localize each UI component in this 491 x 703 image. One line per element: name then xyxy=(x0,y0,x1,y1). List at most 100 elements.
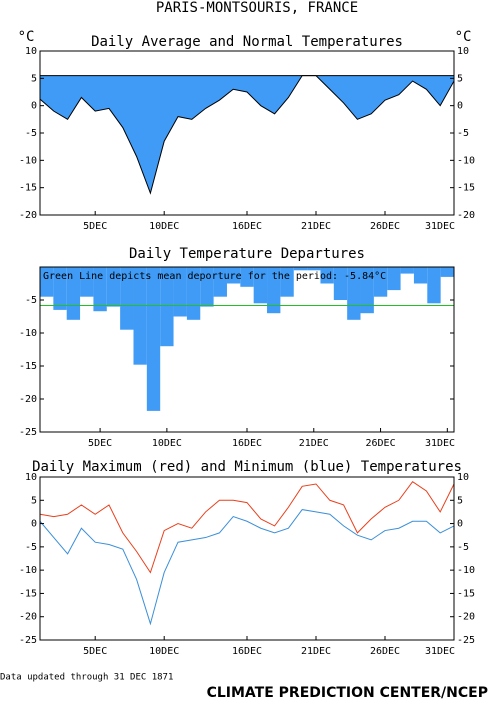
x-tick-label: 10DEC xyxy=(149,221,179,232)
bar xyxy=(106,267,121,307)
plot xyxy=(39,480,455,626)
y-tick-label: -15 xyxy=(19,588,37,599)
y-tick-label: -5 xyxy=(25,542,37,553)
bar xyxy=(413,267,428,284)
y-tick-label: -5 xyxy=(25,128,37,139)
panel-title: Daily Maximum (red) and Minimum (blue) T… xyxy=(32,459,462,475)
y-tick-label: 0 xyxy=(457,101,463,112)
area-fill xyxy=(40,75,454,194)
plot xyxy=(39,75,455,195)
bar xyxy=(53,267,67,310)
y-tick-label: -20 xyxy=(19,612,37,623)
x-tick-label: 31DEC xyxy=(425,646,455,657)
x-tick-label: 26DEC xyxy=(365,438,395,449)
y-tick-label: -10 xyxy=(19,155,37,166)
y-tick-label: -20 xyxy=(19,394,37,405)
line xyxy=(39,509,455,626)
bar xyxy=(120,267,134,330)
bar xyxy=(293,267,308,271)
x-tick-label: 31DEC xyxy=(425,221,455,232)
y-tick-label: -15 xyxy=(19,183,37,194)
y-tick-label: -15 xyxy=(457,183,475,194)
bar xyxy=(240,267,254,287)
bar xyxy=(213,267,227,297)
x-tick-label: 21DEC xyxy=(301,646,331,657)
footer-note: Data updated through 31 DEC 1871 xyxy=(0,673,173,683)
bar xyxy=(146,267,161,411)
y-tick-label: 5 xyxy=(457,73,463,84)
panel-title: Daily Average and Normal Temperatures xyxy=(91,34,403,50)
x-tick-label: 31DEC xyxy=(425,438,455,449)
bar xyxy=(160,267,174,347)
y-tick-label: -5 xyxy=(457,128,469,139)
y-tick-label: 10 xyxy=(457,472,469,483)
plot: Green Line depicts mean deporture for th… xyxy=(40,267,454,411)
bar xyxy=(173,267,187,317)
y-tick-label: 0 xyxy=(31,101,37,112)
y-tick-label: -25 xyxy=(19,427,37,438)
y-tick-label: -20 xyxy=(19,210,37,221)
bar xyxy=(226,267,241,284)
x-tick-label: 21DEC xyxy=(301,221,331,232)
bar xyxy=(133,267,147,365)
x-tick-label: 16DEC xyxy=(232,438,262,449)
x-tick-label: 10DEC xyxy=(149,646,179,657)
bar xyxy=(200,267,214,307)
bar xyxy=(80,267,94,297)
plot-frame xyxy=(39,476,455,641)
y-unit-left: °C xyxy=(18,29,35,45)
bar xyxy=(267,267,281,314)
bar xyxy=(320,267,334,284)
y-tick-label: -15 xyxy=(19,361,37,372)
y-tick-label: -20 xyxy=(457,210,475,221)
y-tick-label: -10 xyxy=(457,155,475,166)
bar xyxy=(66,267,81,320)
bar xyxy=(427,267,441,304)
x-tick-label: 26DEC xyxy=(370,646,400,657)
x-tick-label: 5DEC xyxy=(83,221,107,232)
x-tick-label: 5DEC xyxy=(88,438,112,449)
x-tick-label: 26DEC xyxy=(370,221,400,232)
y-tick-label: 10 xyxy=(25,46,37,57)
bar xyxy=(253,267,268,304)
bar xyxy=(186,267,201,320)
y-tick-label: -15 xyxy=(457,588,475,599)
panel-title: Daily Temperature Departures xyxy=(129,246,365,262)
line xyxy=(39,75,455,195)
y-tick-label: -25 xyxy=(19,635,37,646)
bar xyxy=(360,267,374,314)
y-tick-label: -20 xyxy=(457,612,475,623)
bar xyxy=(400,267,414,274)
x-tick-label: 16DEC xyxy=(232,646,262,657)
y-tick-label: -10 xyxy=(19,565,37,576)
y-tick-label: 5 xyxy=(31,495,37,506)
bar xyxy=(387,267,401,291)
bar xyxy=(440,267,454,277)
footer-credit: CLIMATE PREDICTION CENTER/NCEP xyxy=(207,685,488,701)
y-tick-label: 5 xyxy=(31,73,37,84)
bar xyxy=(373,267,388,297)
x-tick-label: 16DEC xyxy=(232,221,262,232)
annotation: Green Line depicts mean deporture for th… xyxy=(43,271,386,282)
y-tick-label: -5 xyxy=(457,542,469,553)
y-tick-label: -25 xyxy=(457,635,475,646)
bar xyxy=(40,267,54,297)
line xyxy=(39,480,455,574)
bar xyxy=(333,267,348,300)
x-tick-label: 10DEC xyxy=(152,438,182,449)
y-tick-label: -5 xyxy=(25,295,37,306)
y-tick-label: -10 xyxy=(457,565,475,576)
bar xyxy=(93,267,107,312)
y-tick-label: 10 xyxy=(457,46,469,57)
y-tick-label: 5 xyxy=(457,495,463,506)
x-tick-label: 21DEC xyxy=(299,438,329,449)
bar xyxy=(280,267,294,297)
y-tick-label: -10 xyxy=(19,328,37,339)
y-unit-right: °C xyxy=(455,29,472,45)
bar xyxy=(347,267,361,320)
y-tick-label: 0 xyxy=(457,519,463,530)
y-tick-label: 10 xyxy=(25,472,37,483)
bar xyxy=(307,267,321,271)
page-title: PARIS-MONTSOURIS, FRANCE xyxy=(156,0,358,16)
